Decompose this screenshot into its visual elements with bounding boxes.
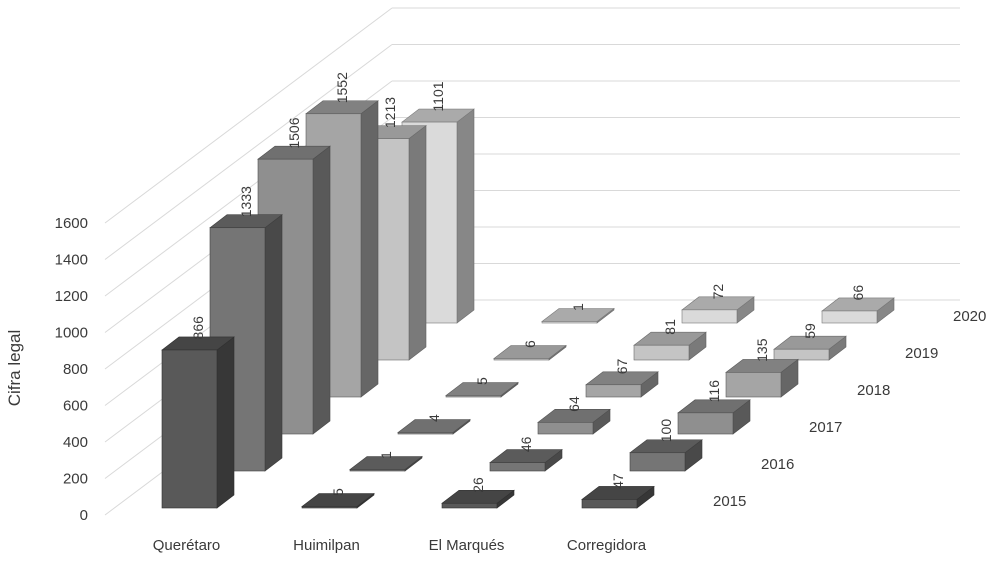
- bar-side: [216, 336, 235, 509]
- data-label: 47: [610, 473, 626, 489]
- bar: [493, 344, 567, 361]
- data-label: 1101: [430, 81, 446, 111]
- data-label: 1213: [382, 97, 398, 128]
- data-label: 64: [566, 396, 582, 412]
- bar: [349, 455, 423, 472]
- data-label: 5: [474, 377, 490, 385]
- bar-front: [629, 452, 686, 472]
- y-tick-label: 1600: [55, 215, 88, 232]
- y-tick-label: 1400: [55, 252, 88, 269]
- data-label: 72: [710, 284, 726, 300]
- data-label: 59: [802, 323, 818, 339]
- data-label: 1333: [238, 186, 254, 217]
- bar-side: [408, 125, 427, 361]
- category-label: Corregidora: [567, 537, 647, 554]
- data-label: 4: [426, 414, 442, 422]
- y-tick-label: 400: [63, 434, 88, 451]
- series-label: 2019: [905, 345, 938, 362]
- bar: [821, 297, 895, 324]
- data-label: 66: [850, 285, 866, 301]
- bar-front: [677, 412, 734, 435]
- bar: [633, 331, 707, 361]
- bar-front: [537, 422, 594, 435]
- data-label: 135: [754, 338, 770, 362]
- data-label: 116: [706, 380, 722, 403]
- bar-front: [161, 349, 218, 509]
- bar: [629, 439, 703, 472]
- bar: [541, 307, 615, 324]
- series-label: 2017: [809, 419, 842, 436]
- bar: [397, 418, 471, 435]
- data-label: 100: [658, 419, 674, 443]
- data-label: 1506: [286, 117, 302, 148]
- bar-front: [581, 499, 638, 509]
- series-label: 2015: [713, 493, 746, 510]
- bar: [585, 371, 659, 398]
- bar-front: [681, 309, 738, 324]
- bar-front: [541, 321, 598, 324]
- bar-side: [264, 214, 283, 472]
- series-label: 2016: [761, 456, 794, 473]
- bar-side: [312, 145, 331, 435]
- data-label: 1: [378, 451, 394, 459]
- bar-front: [821, 310, 878, 324]
- bar: [725, 358, 799, 398]
- series-axis: 2015 2016 2017 2018 2019 2020: [713, 308, 986, 510]
- bar: [681, 296, 755, 324]
- data-label: 5: [330, 488, 346, 496]
- y-tick-label: 1200: [55, 288, 88, 305]
- data-label: 67: [614, 358, 630, 374]
- data-label: 6: [522, 340, 538, 348]
- bars: [161, 100, 895, 509]
- data-label: 46: [518, 436, 534, 452]
- side-gridline: [104, 44, 393, 260]
- bar-front: [493, 358, 550, 361]
- bar: [445, 381, 519, 398]
- side-gridline: [104, 7, 393, 224]
- bar-front: [445, 395, 502, 398]
- bar: [773, 335, 847, 361]
- bar-side: [456, 108, 475, 324]
- bar: [581, 485, 655, 509]
- y-tick-label: 0: [80, 507, 88, 524]
- data-label: 26: [470, 477, 486, 493]
- data-label: 1552: [334, 72, 350, 103]
- y-tick-label: 800: [63, 361, 88, 378]
- series-label: 2018: [857, 382, 890, 399]
- bar: [301, 492, 375, 509]
- data-label: 81: [662, 319, 678, 335]
- series-label: 2020: [953, 308, 986, 325]
- bar: [161, 336, 235, 509]
- y-axis-title: Cifra legal: [5, 330, 24, 407]
- y-tick-label: 1000: [55, 325, 88, 342]
- bar: [677, 399, 751, 435]
- bar-front: [301, 506, 358, 509]
- data-label: 1: [570, 303, 586, 311]
- bar-front: [725, 372, 782, 398]
- data-label: 866: [190, 316, 206, 340]
- value-axis: 0 200 400 600 800 1000 1200 1400 1600: [55, 215, 88, 524]
- category-axis: Querétaro Huimilpan El Marqués Corregidora: [153, 537, 647, 554]
- y-tick-label: 600: [63, 398, 88, 415]
- bar-front: [397, 432, 454, 435]
- bar-side: [360, 100, 379, 398]
- bar: [353, 125, 427, 361]
- category-label: El Marqués: [429, 537, 505, 554]
- bar: [441, 489, 515, 509]
- bar-front: [441, 502, 498, 509]
- category-label: Huimilpan: [293, 537, 360, 554]
- category-label: Querétaro: [153, 537, 221, 554]
- bar: [537, 408, 611, 435]
- bar-front: [773, 348, 830, 361]
- bar-front: [489, 462, 546, 472]
- data-labels: 66 72 1 1101 59 81 6 1213 135 67 5 1552 116 64 4 1506 10…: [190, 72, 866, 496]
- bar-front: [349, 469, 406, 472]
- bar-front: [585, 384, 642, 398]
- bar-front: [633, 344, 690, 361]
- bar: [489, 448, 563, 472]
- y-tick-label: 200: [63, 471, 88, 488]
